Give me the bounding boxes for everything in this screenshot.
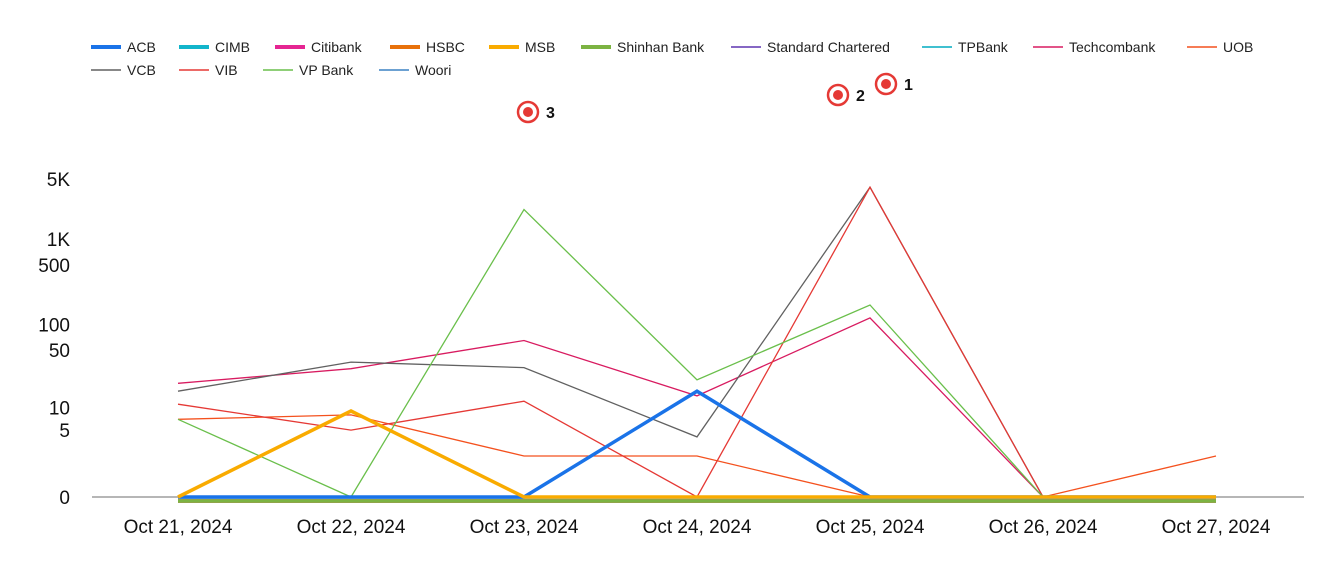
series-line-vib xyxy=(177,185,1216,498)
y-tick-label: 0 xyxy=(59,488,70,509)
legend-item-hsbc[interactable]: HSBC xyxy=(390,39,465,55)
legend-item-vp-bank[interactable]: VP Bank xyxy=(263,62,354,78)
annotation-marker-1[interactable]: 1 xyxy=(874,72,913,96)
legend-label: Shinhan Bank xyxy=(617,39,705,55)
legend-item-shinhan-bank[interactable]: Shinhan Bank xyxy=(581,39,705,55)
legend-item-techcombank[interactable]: Techcombank xyxy=(1033,39,1156,55)
legend-label: VCB xyxy=(127,62,156,78)
y-tick-label: 10 xyxy=(49,398,70,419)
target-icon-center xyxy=(523,107,533,117)
legend-label: ACB xyxy=(127,39,156,55)
legend-label: VP Bank xyxy=(299,62,354,78)
target-icon-center xyxy=(833,90,843,100)
annotation-marker-2[interactable]: 2 xyxy=(826,83,865,107)
chart-legend: ACB CIMB Citibank HSBC MSB Shinhan Bank Standa… xyxy=(91,39,1253,78)
legend-label: Techcombank xyxy=(1069,39,1156,55)
legend-item-citibank[interactable]: Citibank xyxy=(275,39,363,55)
chart-annotations: 1 2 3 xyxy=(516,72,913,124)
y-tick-label: 5K xyxy=(47,170,71,191)
legend-label: UOB xyxy=(1223,39,1253,55)
x-tick-label: Oct 23, 2024 xyxy=(470,517,579,538)
y-tick-label: 5 xyxy=(59,421,70,442)
series-line-techcombank xyxy=(177,317,1216,498)
legend-label: MSB xyxy=(525,39,555,55)
legend-label: Standard Chartered xyxy=(767,39,890,55)
y-tick-label: 100 xyxy=(38,316,70,337)
legend-label: HSBC xyxy=(426,39,465,55)
legend-label: VIB xyxy=(215,62,238,78)
legend-label: Citibank xyxy=(311,39,363,55)
legend-label: Woori xyxy=(415,62,451,78)
y-tick-label: 500 xyxy=(38,256,70,277)
series-line-vcb xyxy=(177,185,1216,498)
legend-item-cimb[interactable]: CIMB xyxy=(179,39,250,55)
legend-item-acb[interactable]: ACB xyxy=(91,39,156,55)
series-line-acb xyxy=(178,389,1216,499)
target-icon-center xyxy=(881,79,891,89)
x-tick-label: Oct 27, 2024 xyxy=(1162,517,1271,538)
x-tick-label: Oct 22, 2024 xyxy=(297,517,406,538)
series-lines xyxy=(177,185,1217,503)
legend-item-standard-chartered[interactable]: Standard Chartered xyxy=(731,39,890,55)
annotation-label: 2 xyxy=(856,88,865,105)
legend-item-uob[interactable]: UOB xyxy=(1187,39,1253,55)
annotation-label: 1 xyxy=(904,77,913,94)
y-tick-label: 1K xyxy=(47,230,71,251)
legend-item-msb[interactable]: MSB xyxy=(489,39,555,55)
annotation-marker-3[interactable]: 3 xyxy=(516,100,555,124)
y-tick-label: 50 xyxy=(49,341,70,362)
x-tick-label: Oct 24, 2024 xyxy=(643,517,752,538)
legend-label: TPBank xyxy=(958,39,1009,55)
annotation-label: 3 xyxy=(546,105,555,122)
x-axis: Oct 21, 2024 Oct 22, 2024 Oct 23, 2024 Oct … xyxy=(124,517,1271,538)
legend-item-tpbank[interactable]: TPBank xyxy=(922,39,1009,55)
legend-label: CIMB xyxy=(215,39,250,55)
legend-item-vcb[interactable]: VCB xyxy=(91,62,156,78)
legend-item-woori[interactable]: Woori xyxy=(379,62,451,78)
x-tick-label: Oct 26, 2024 xyxy=(989,517,1098,538)
y-axis: 0 510 50 100 500 1K 5K xyxy=(38,170,70,509)
x-tick-label: Oct 25, 2024 xyxy=(816,517,925,538)
x-tick-label: Oct 21, 2024 xyxy=(124,517,233,538)
series-line-msb xyxy=(177,409,1216,499)
series-line-vp-bank xyxy=(177,208,1216,498)
legend-item-vib[interactable]: VIB xyxy=(179,62,238,78)
